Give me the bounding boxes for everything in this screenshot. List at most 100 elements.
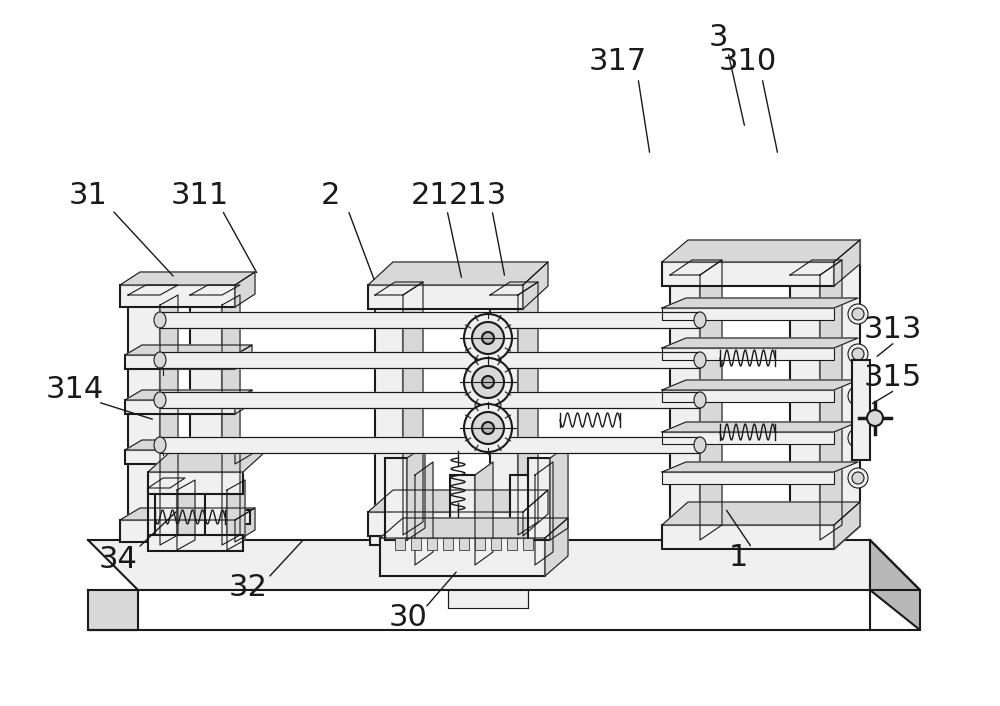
Bar (485, 515, 525, 545)
Bar (225, 510, 250, 524)
Polygon shape (125, 345, 252, 355)
Ellipse shape (848, 428, 868, 448)
Bar (370, 515, 410, 545)
Ellipse shape (694, 392, 706, 408)
Ellipse shape (848, 468, 868, 488)
Ellipse shape (464, 314, 512, 362)
Text: 21: 21 (411, 181, 449, 210)
Ellipse shape (482, 422, 494, 434)
Polygon shape (235, 440, 252, 464)
Bar (148, 472, 243, 494)
Bar (155, 490, 177, 550)
Polygon shape (148, 478, 185, 488)
Polygon shape (160, 295, 178, 545)
Bar (490, 295, 518, 535)
Bar (852, 360, 870, 460)
Polygon shape (490, 282, 538, 295)
Bar (662, 472, 834, 484)
Polygon shape (523, 262, 548, 309)
Ellipse shape (848, 304, 868, 324)
Bar (375, 295, 403, 535)
Ellipse shape (472, 412, 504, 444)
Bar (790, 275, 820, 540)
Bar (510, 475, 535, 565)
Bar (148, 488, 170, 540)
Text: 213: 213 (449, 181, 507, 210)
Polygon shape (662, 298, 858, 308)
Bar (411, 538, 421, 550)
Text: 310: 310 (719, 47, 777, 76)
Polygon shape (475, 462, 493, 565)
Bar (662, 308, 834, 320)
Polygon shape (88, 590, 138, 630)
Polygon shape (407, 446, 425, 540)
Bar (523, 538, 533, 550)
Bar (528, 458, 550, 540)
Ellipse shape (852, 472, 864, 484)
Polygon shape (545, 518, 568, 576)
Ellipse shape (852, 390, 864, 402)
Ellipse shape (852, 348, 864, 360)
Bar (662, 348, 834, 360)
Bar (120, 520, 235, 542)
Polygon shape (700, 260, 722, 540)
Bar (662, 390, 834, 402)
Polygon shape (160, 312, 700, 328)
Polygon shape (222, 295, 240, 545)
Polygon shape (670, 260, 722, 275)
Ellipse shape (694, 437, 706, 453)
Polygon shape (125, 390, 252, 400)
Polygon shape (662, 380, 858, 390)
Polygon shape (790, 260, 842, 275)
Polygon shape (662, 502, 860, 525)
Ellipse shape (464, 404, 512, 452)
Polygon shape (148, 452, 265, 472)
Bar (380, 538, 545, 576)
Text: 311: 311 (171, 181, 229, 210)
Bar (662, 432, 834, 444)
Polygon shape (523, 490, 548, 536)
Ellipse shape (464, 358, 512, 406)
Bar (125, 400, 235, 414)
Polygon shape (125, 440, 252, 450)
Bar (662, 262, 834, 286)
Text: 31: 31 (69, 181, 107, 210)
Polygon shape (235, 508, 255, 542)
Ellipse shape (694, 352, 706, 368)
Bar (427, 538, 437, 550)
Polygon shape (662, 462, 858, 472)
Bar (128, 295, 160, 535)
Polygon shape (870, 540, 920, 630)
Polygon shape (235, 272, 255, 307)
Polygon shape (535, 462, 553, 565)
Polygon shape (403, 282, 423, 535)
Polygon shape (375, 282, 423, 295)
Polygon shape (160, 437, 700, 453)
Bar (395, 538, 405, 550)
Ellipse shape (154, 352, 166, 368)
Ellipse shape (848, 386, 868, 406)
Ellipse shape (472, 322, 504, 354)
Polygon shape (177, 480, 195, 550)
Polygon shape (88, 540, 920, 590)
Text: 1: 1 (728, 544, 748, 573)
Polygon shape (662, 422, 858, 432)
Ellipse shape (852, 432, 864, 444)
Bar (491, 538, 501, 550)
Ellipse shape (852, 308, 864, 320)
Text: 32: 32 (229, 573, 267, 602)
Bar (190, 295, 222, 535)
Polygon shape (834, 240, 860, 286)
Polygon shape (368, 490, 548, 512)
Ellipse shape (472, 366, 504, 398)
Polygon shape (415, 462, 433, 565)
Bar (662, 525, 834, 549)
Bar (390, 475, 415, 565)
Polygon shape (227, 480, 245, 550)
Polygon shape (662, 338, 858, 348)
Ellipse shape (867, 410, 883, 426)
Bar (450, 475, 475, 565)
Bar (459, 538, 469, 550)
Bar (125, 450, 235, 464)
Polygon shape (518, 282, 538, 535)
